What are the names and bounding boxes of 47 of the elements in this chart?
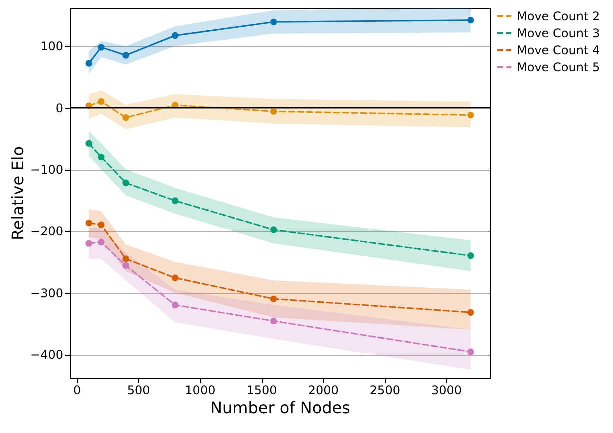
point: [98, 154, 105, 161]
point: [270, 296, 278, 302]
point: [86, 220, 92, 227]
legend-label: Move Count 5: [517, 60, 600, 74]
point: [122, 52, 130, 59]
x-tick-label: 0: [73, 384, 82, 398]
point: [98, 222, 105, 228]
point: [98, 98, 105, 106]
point: [468, 348, 474, 356]
point: [270, 318, 278, 325]
point: [122, 114, 130, 122]
legend-label: Move Count 2: [517, 10, 600, 24]
y-tick-label: −100: [30, 163, 64, 178]
y-tick-label: −300: [30, 286, 64, 300]
point: [468, 309, 474, 316]
point: [122, 256, 130, 262]
point: [98, 44, 105, 51]
y-tick-label: 0: [56, 101, 64, 116]
point: [270, 226, 278, 234]
point: [98, 238, 105, 246]
y-tick-label: −200: [30, 224, 64, 239]
point: [270, 18, 278, 26]
point: [468, 16, 474, 24]
point: [86, 140, 92, 148]
point: [468, 112, 474, 119]
point: [122, 262, 130, 270]
point: [172, 302, 179, 309]
point: [172, 198, 179, 204]
point: [86, 240, 92, 247]
point: [270, 108, 278, 115]
x-tick-label: 1000: [185, 384, 216, 398]
x-tick-label: 1500: [246, 384, 278, 398]
x-axis-title: Number of Nodes: [210, 398, 350, 418]
x-tick-label: 2000: [308, 384, 339, 398]
y-axis-title: Relative Elo: [8, 146, 28, 240]
point: [86, 60, 92, 67]
point: [172, 32, 179, 40]
legend-label: Move Count 4: [517, 44, 600, 58]
point: [468, 252, 474, 260]
x-tick-label: 500: [127, 384, 150, 398]
x-tick-label: 2500: [370, 384, 400, 398]
y-tick-label: −400: [30, 348, 64, 362]
point: [122, 180, 130, 186]
x-tick-label: 3000: [432, 384, 462, 398]
legend-label: Move Count 3: [517, 26, 600, 40]
point: [172, 274, 179, 282]
y-tick-label: 100: [40, 40, 64, 54]
